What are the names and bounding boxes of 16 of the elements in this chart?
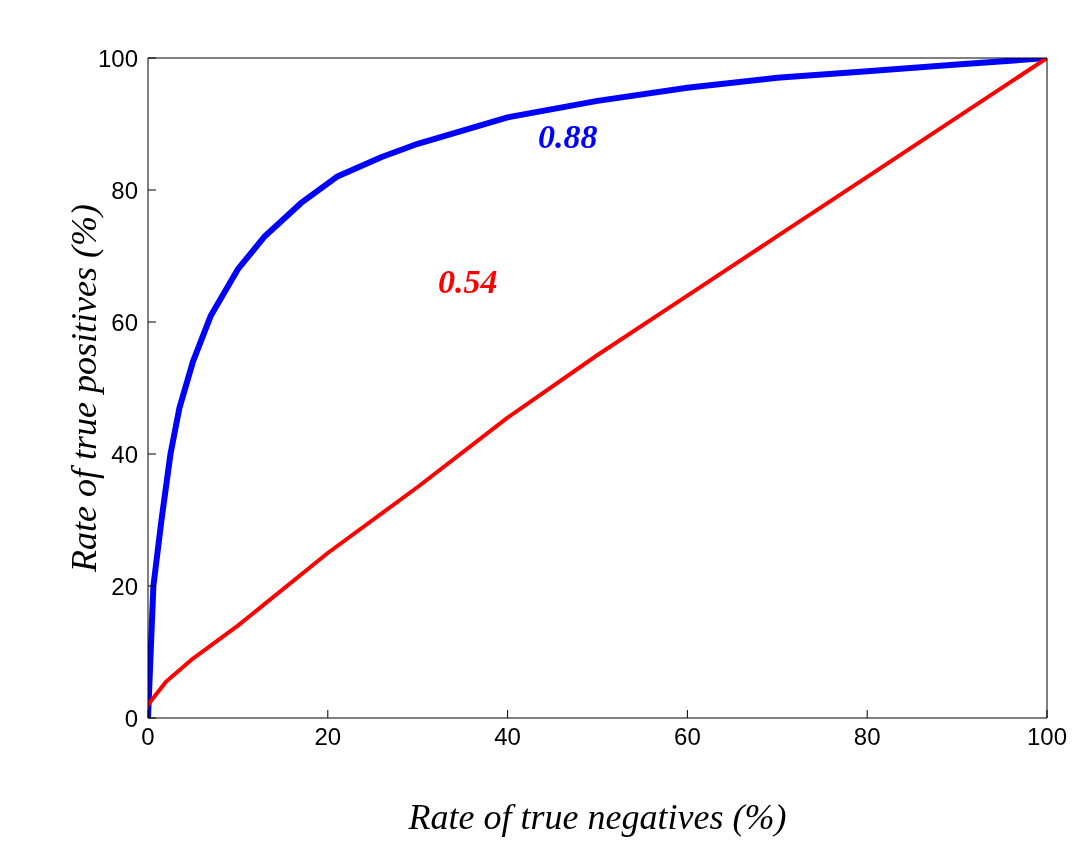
y-tick-label: 80	[111, 176, 138, 204]
x-axis-title: Rate of true negatives (%)	[407, 796, 787, 837]
x-tick-label: 20	[314, 723, 342, 751]
y-tick-label: 0	[124, 704, 138, 732]
x-tick-label: 60	[674, 723, 701, 751]
y-axis-title: Rate of true positives (%)	[63, 204, 104, 573]
x-tick-label: 0	[141, 723, 155, 751]
y-tick-label: 60	[111, 308, 138, 336]
y-tick-label: 20	[111, 572, 138, 600]
x-tick-label: 100	[1026, 723, 1068, 751]
annotation: 0.88	[538, 118, 598, 156]
x-tick-label: 40	[494, 723, 521, 751]
annotation: 0.54	[438, 263, 498, 301]
x-tick-label: 80	[853, 723, 881, 751]
y-tick-label: 40	[111, 440, 138, 468]
y-tick-label: 100	[97, 44, 138, 72]
